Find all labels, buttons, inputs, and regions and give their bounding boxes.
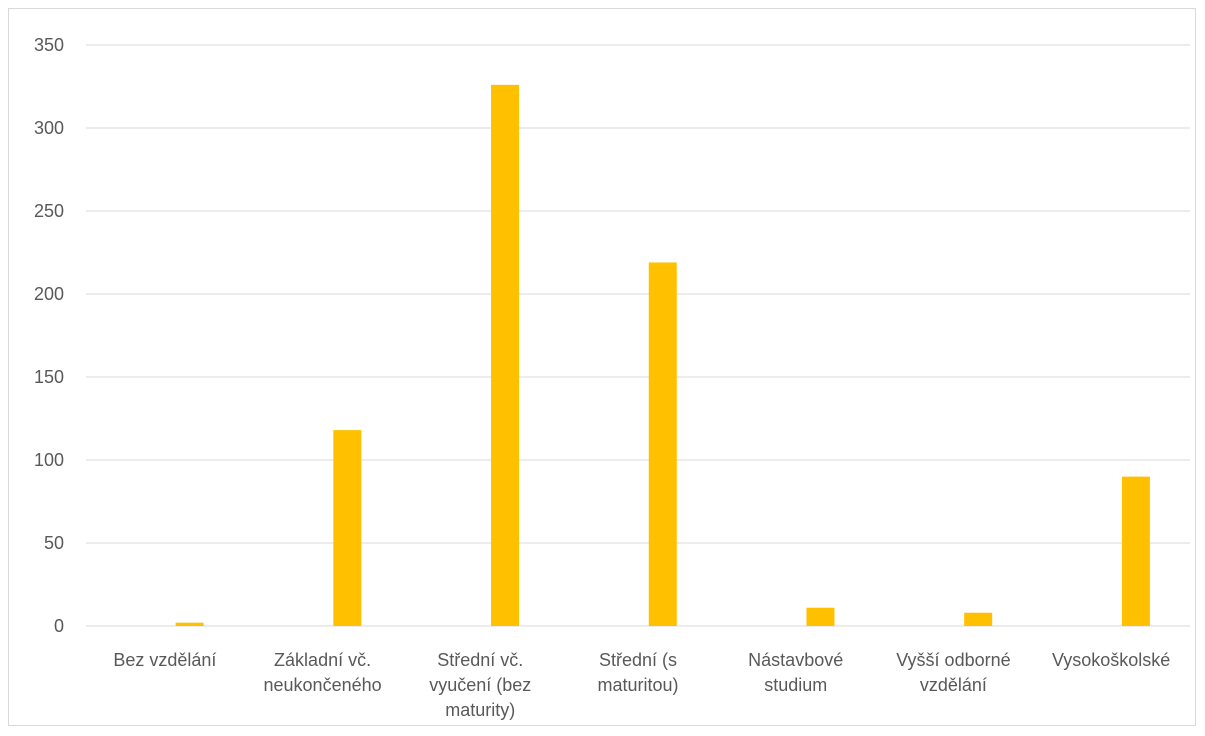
y-tick-label: 350 bbox=[34, 35, 64, 55]
y-tick-label: 50 bbox=[44, 533, 64, 553]
x-axis-categories: Bez vzdělání Základní vč. neukončeného Stře… bbox=[113, 650, 1170, 720]
gridlines bbox=[86, 44, 1190, 627]
y-axis-ticks: 0 50 100 150 200 250 300 350 bbox=[34, 35, 64, 636]
y-tick-label: 250 bbox=[34, 201, 64, 221]
bar-0 bbox=[175, 622, 204, 626]
x-category-label: Střední vč. vyučení (bez maturity) bbox=[429, 650, 531, 720]
x-category-label: Základní vč. neukončeného bbox=[264, 650, 382, 695]
x-category-label: Vyšší odborné vzdělání bbox=[896, 650, 1010, 695]
bars bbox=[175, 84, 1150, 627]
bar-3 bbox=[648, 262, 677, 626]
y-tick-label: 100 bbox=[34, 450, 64, 470]
bar-2 bbox=[491, 84, 520, 627]
bar-4 bbox=[806, 607, 835, 626]
bar-6 bbox=[1121, 476, 1150, 626]
y-tick-label: 150 bbox=[34, 367, 64, 387]
bar-5 bbox=[964, 612, 993, 626]
y-tick-label: 300 bbox=[34, 118, 64, 138]
bar-chart: 0 50 100 150 200 250 300 350 Bez vzdělání Základ… bbox=[34, 35, 1190, 720]
bar-1 bbox=[333, 430, 362, 626]
y-tick-label: 200 bbox=[34, 284, 64, 304]
chart-frame: 0 50 100 150 200 250 300 350 Bez vzdělání Základ… bbox=[8, 8, 1196, 726]
x-category-label: Vysokoškolské bbox=[1052, 650, 1170, 670]
y-tick-label: 0 bbox=[54, 616, 64, 636]
x-category-label: Střední (s maturitou) bbox=[597, 650, 678, 695]
x-category-label: Bez vzdělání bbox=[113, 650, 216, 670]
x-category-label: Nástavbové studium bbox=[748, 650, 843, 695]
